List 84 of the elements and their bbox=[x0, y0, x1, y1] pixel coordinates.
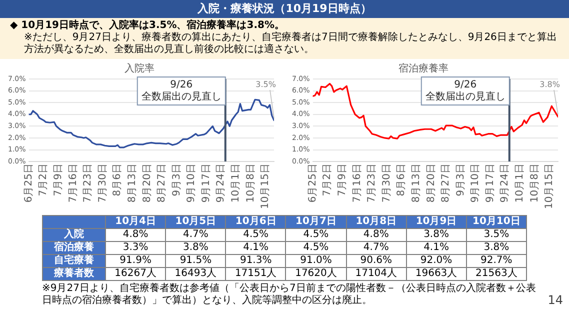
x-tick-label: 8月27日 bbox=[440, 164, 452, 203]
text: 17104人 bbox=[355, 268, 398, 279]
x-tick-label: 9月3日 bbox=[171, 164, 182, 196]
text: 21563人 bbox=[476, 268, 518, 279]
x-tick-label: 10月8日 bbox=[530, 164, 541, 203]
text: 4.8% bbox=[122, 229, 148, 240]
x-tick-label: 7月2日 bbox=[322, 164, 334, 196]
text: 4.5% bbox=[303, 229, 329, 240]
category-label: 10月9日 bbox=[406, 216, 466, 228]
x-tick-label: 8月6日 bbox=[112, 164, 123, 196]
text: 3.5% bbox=[484, 229, 510, 240]
x-tick-label: 8月20日 bbox=[426, 164, 438, 203]
text: 14 bbox=[548, 293, 563, 307]
category-label: 10月6日 bbox=[226, 216, 286, 228]
text: 90.6% bbox=[360, 255, 392, 266]
text: 4.8% bbox=[363, 229, 389, 240]
category-label: 10月10日 bbox=[466, 216, 526, 228]
text: 4.7% bbox=[183, 229, 208, 240]
category-label: 自宅療養 bbox=[54, 255, 94, 266]
x-tick-label: 10月15日 bbox=[544, 164, 556, 210]
text: 3.8% bbox=[484, 242, 510, 253]
x-tick-label: 10月1日 bbox=[230, 164, 242, 203]
text: 16267人 bbox=[114, 268, 156, 279]
category-label: 10月4日 bbox=[106, 216, 166, 228]
x-tick-label: 7月30日 bbox=[97, 164, 108, 203]
category-label: 10月7日 bbox=[286, 216, 346, 228]
text: 4.7% bbox=[363, 242, 389, 253]
text: 19663人 bbox=[415, 268, 458, 279]
text: 4.1% bbox=[424, 242, 449, 253]
x-tick-label: 7月23日 bbox=[366, 164, 378, 203]
text: 3.3% bbox=[122, 242, 148, 253]
text: 91.9% bbox=[120, 255, 152, 266]
chart-title: 入院率 bbox=[124, 62, 154, 75]
x-tick-label: 7月9日 bbox=[52, 164, 64, 196]
text: 4.1% bbox=[243, 242, 269, 253]
x-tick-label: 7月16日 bbox=[352, 164, 364, 203]
text: 3.8% bbox=[183, 242, 208, 253]
ref-line-label: 9/26 全数届出の見直し bbox=[426, 80, 506, 103]
category-label: 10月5日 bbox=[166, 216, 226, 228]
text: 91.5% bbox=[180, 255, 212, 266]
category-label: 宿泊療養 bbox=[54, 242, 94, 253]
x-tick-label: 8月13日 bbox=[411, 164, 422, 203]
x-tick-label: 6月25日 bbox=[23, 164, 34, 203]
x-tick-label: 7月9日 bbox=[337, 164, 348, 196]
ref-line-label: 9/26 全数届出の見直し bbox=[141, 80, 222, 103]
annotation: 3.5% bbox=[255, 80, 276, 90]
category-label: 10月8日 bbox=[346, 216, 406, 228]
x-tick-label: 9月17日 bbox=[485, 164, 496, 203]
text: 16493人 bbox=[174, 268, 217, 279]
x-tick-label: 9月3日 bbox=[456, 164, 467, 196]
category-label: 療養者数 bbox=[54, 268, 94, 279]
x-tick-label: 9月24日 bbox=[500, 164, 511, 203]
text: 92.0% bbox=[420, 255, 452, 266]
x-tick-label: 8月27日 bbox=[156, 164, 168, 203]
x-tick-label: 6月25日 bbox=[308, 164, 319, 203]
x-tick-label: 9月24日 bbox=[215, 164, 226, 203]
text: 入院・療養状況（10月19日時点） bbox=[0, 0, 569, 18]
x-tick-label: 9月10日 bbox=[186, 164, 197, 203]
x-tick-label: 7月30日 bbox=[382, 164, 393, 203]
x-tick-label: 8月13日 bbox=[126, 164, 138, 203]
text: ※ただし、9月27日より、療養者数の算出にあたり、自宅療養者は7日間で療養解除したとみなし、9月26日までと算出方法が異なるため、全数届出の見直し前後の比較には適さない。 bbox=[23, 32, 557, 56]
text: ※9月27日より、自宅療養者数は参考値（「公表日から7日前までの陽性者数－（公表日時点の入院者数＋公表日時点の宿泊療養者数）」で算出）となり、入院等調整中の区分は廃止。 bbox=[42, 283, 537, 307]
x-tick-label: 9月10日 bbox=[470, 164, 482, 203]
text: 17151人 bbox=[234, 268, 277, 279]
x-tick-label: 7月23日 bbox=[82, 164, 94, 203]
text: 3.8% bbox=[424, 229, 449, 240]
x-tick-label: 8月6日 bbox=[396, 164, 408, 196]
x-tick-label: 10月1日 bbox=[514, 164, 526, 203]
text: 4.5% bbox=[303, 242, 329, 253]
category-label: 入院 bbox=[64, 229, 84, 240]
x-tick-label: 9月17日 bbox=[200, 164, 212, 203]
x-tick-label: 10月15日 bbox=[260, 164, 271, 210]
x-tick-label: 7月2日 bbox=[38, 164, 49, 196]
annotation: 3.8% bbox=[540, 80, 561, 90]
text: 91.3% bbox=[240, 255, 272, 266]
x-tick-label: 7月16日 bbox=[68, 164, 79, 203]
x-tick-label: 10月8日 bbox=[245, 164, 256, 203]
text: 92.7% bbox=[480, 255, 512, 266]
text: 17620人 bbox=[295, 268, 337, 279]
text: ◆ 10月19日時点で、入院率は3.5%、宿泊療養率は3.8%。 bbox=[10, 20, 286, 32]
chart-title: 宿泊療養率 bbox=[398, 62, 449, 75]
text: 91.0% bbox=[300, 255, 332, 266]
text: 4.5% bbox=[243, 229, 269, 240]
x-tick-label: 8月20日 bbox=[142, 164, 153, 203]
